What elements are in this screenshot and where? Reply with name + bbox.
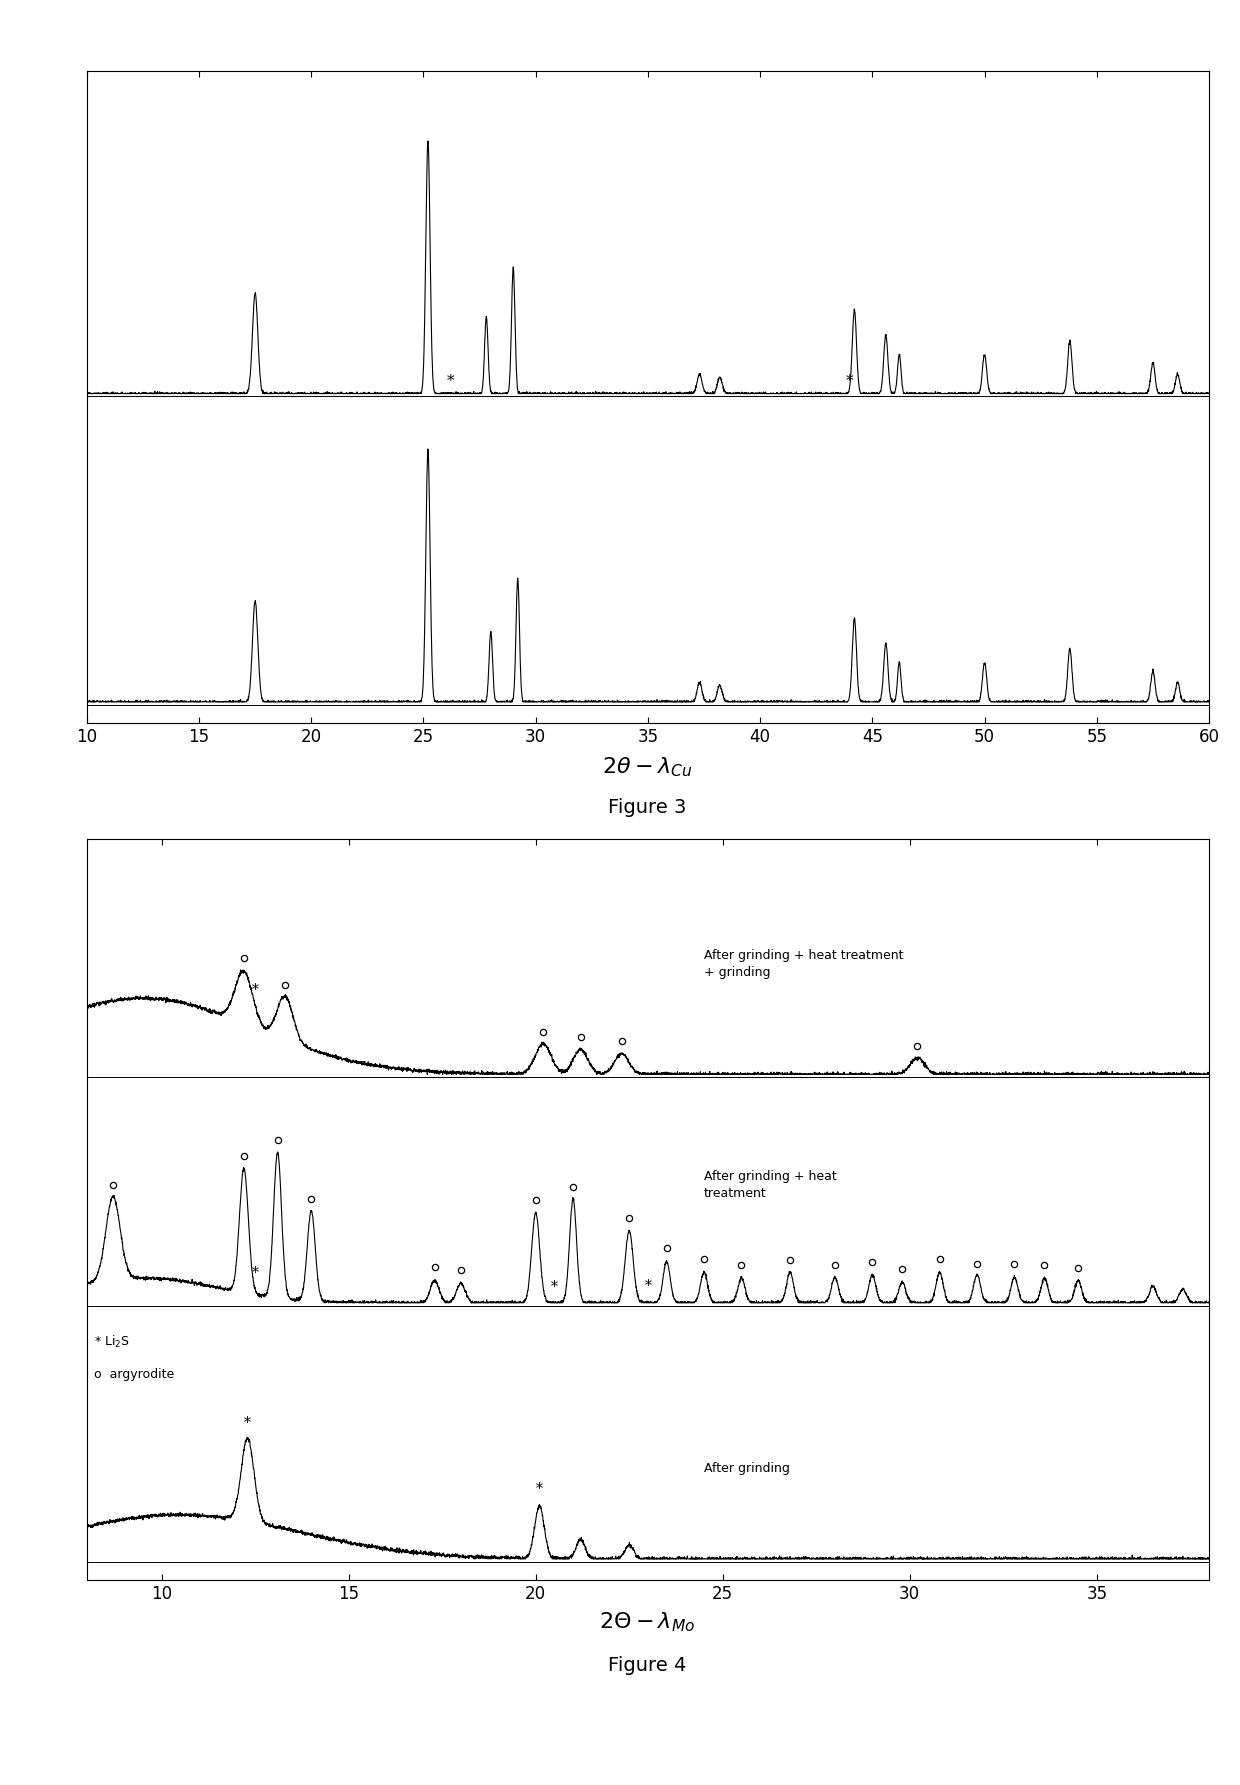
Text: *: *: [536, 1482, 543, 1496]
Text: *: *: [252, 984, 259, 998]
Text: *: *: [846, 375, 853, 387]
Text: After grinding + heat treatment
+ grinding: After grinding + heat treatment + grindi…: [704, 948, 904, 978]
Text: After grinding: After grinding: [704, 1462, 790, 1476]
Text: *: *: [551, 1280, 558, 1294]
Text: After grinding + heat
treatment: After grinding + heat treatment: [704, 1171, 837, 1200]
Text: *: *: [446, 375, 454, 387]
Text: * Li$_2$S: * Li$_2$S: [94, 1333, 130, 1349]
Text: Figure 3: Figure 3: [608, 798, 687, 818]
Text: *: *: [645, 1280, 651, 1292]
Text: $2\Theta - \lambda_{Mo}$: $2\Theta - \lambda_{Mo}$: [599, 1610, 696, 1633]
Text: $2\theta - \lambda_{Cu}$: $2\theta - \lambda_{Cu}$: [603, 755, 692, 778]
Text: *: *: [244, 1416, 250, 1430]
Text: o  argyrodite: o argyrodite: [94, 1369, 175, 1382]
Text: Figure 4: Figure 4: [608, 1656, 687, 1676]
Text: *: *: [252, 1266, 259, 1280]
